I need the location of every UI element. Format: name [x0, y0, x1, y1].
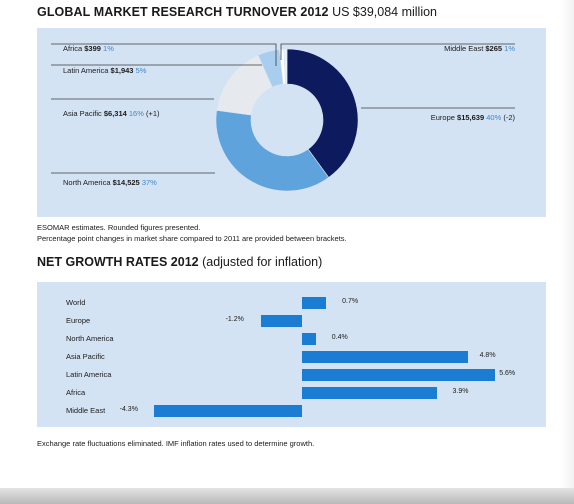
leader-line-africa — [51, 43, 277, 66]
value-label-world: 0.7% — [342, 298, 359, 305]
page-bottom-border — [0, 488, 574, 504]
category-label-latin-america: Latin America — [66, 370, 112, 379]
growth-title-bold: NET GROWTH RATES 2012 — [37, 255, 199, 269]
donut-slice-north-america — [215, 109, 330, 192]
page-edge-shadow — [560, 0, 574, 504]
value-label-africa: 3.9% — [452, 388, 469, 395]
category-label-africa: Africa — [66, 388, 86, 397]
bar-middle-east — [153, 405, 302, 417]
turnover-title: GLOBAL MARKET RESEARCH TURNOVER 2012 US … — [37, 5, 437, 19]
category-label-asia-pacific: Asia Pacific — [66, 352, 105, 361]
value-label-north-america: 0.4% — [331, 334, 348, 341]
turnover-footnote-2: Percentage point changes in market share… — [37, 234, 347, 243]
leader-line-middle-east — [280, 43, 515, 60]
category-label-europe: Europe — [66, 316, 91, 325]
donut-slice-europe — [286, 48, 359, 178]
slice-label-asia-pacific: Asia Pacific $6,314 16% (+1) — [63, 109, 160, 118]
slice-label-north-america: North America $14,525 37% — [63, 178, 157, 187]
turnover-footnote-1: ESOMAR estimates. Rounded figures presen… — [37, 223, 201, 232]
category-label-world: World — [66, 298, 86, 307]
slice-label-africa: Africa $399 1% — [63, 44, 114, 53]
bar-world — [302, 297, 327, 309]
category-label-middle-east: Middle East — [66, 406, 106, 415]
growth-title-rest: (adjusted for inflation) — [198, 255, 323, 269]
donut-slice-middle-east — [283, 48, 288, 85]
bar-europe — [260, 315, 302, 327]
value-label-middle-east: -4.3% — [119, 406, 138, 413]
slice-label-latin-america: Latin America $1,943 5% — [63, 66, 147, 75]
value-label-latin-america: 5.6% — [499, 370, 516, 377]
growth-title: NET GROWTH RATES 2012 (adjusted for infl… — [37, 255, 322, 269]
category-label-north-america: North America — [66, 334, 114, 343]
value-label-asia-pacific: 4.8% — [479, 352, 496, 359]
turnover-title-rest: US $39,084 million — [328, 5, 438, 19]
bar-asia-pacific — [302, 351, 468, 363]
bar-north-america — [302, 333, 316, 345]
growth-footnote: Exchange rate fluctuations eliminated. I… — [37, 439, 315, 448]
bar-africa — [302, 387, 437, 399]
bar-latin-america — [302, 369, 496, 381]
value-label-europe: -1.2% — [225, 316, 244, 323]
turnover-title-bold: GLOBAL MARKET RESEARCH TURNOVER 2012 — [37, 5, 329, 19]
slice-label-europe: Europe $15,639 40% (-2) — [431, 113, 516, 122]
turnover-donut-chart: Europe $15,639 40% (-2) North America $14… — [51, 43, 516, 192]
slice-label-middle-east: Middle East $265 1% — [444, 44, 515, 53]
